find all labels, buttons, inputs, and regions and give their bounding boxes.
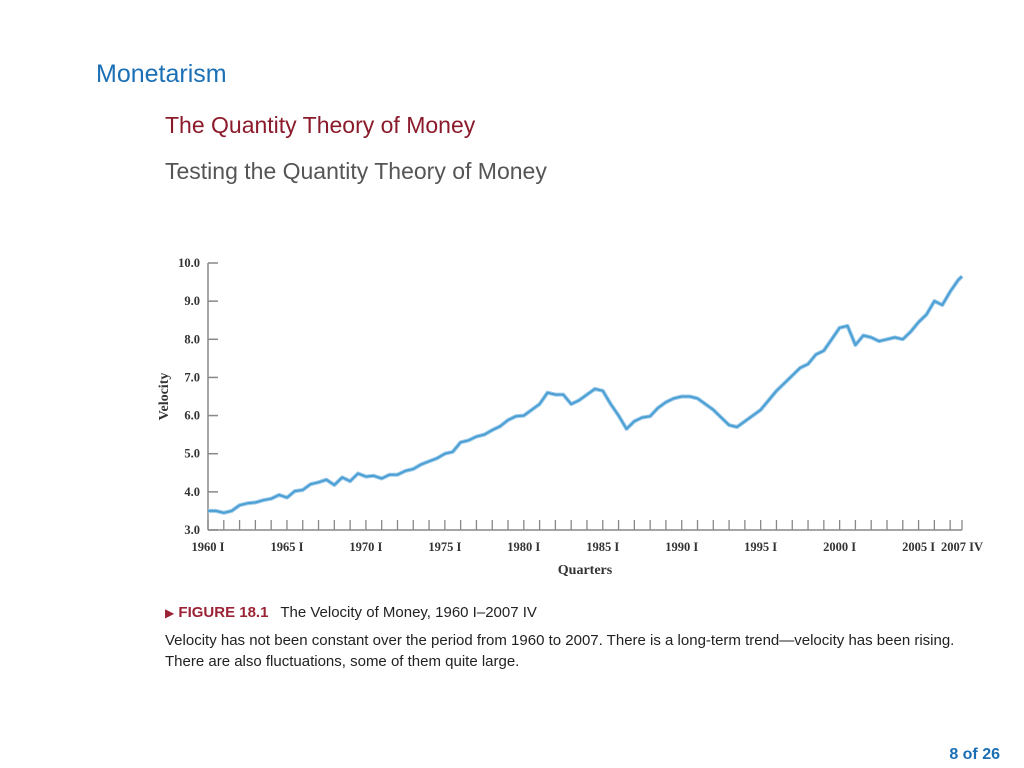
section-title: Monetarism [96, 60, 227, 88]
x-tick-label: 1975 I [428, 540, 461, 554]
series-line-halo [208, 274, 964, 515]
y-tick-label: 7.0 [184, 370, 200, 384]
x-tick-label: 1990 I [665, 540, 698, 554]
x-axis-title: Quarters [558, 563, 613, 578]
y-tick-label: 9.0 [184, 294, 200, 308]
figure-title: The Velocity of Money, 1960 I–2007 IV [280, 604, 537, 621]
x-tick-label: 2000 I [823, 540, 856, 554]
y-tick-label: 10.0 [178, 256, 200, 270]
x-tick-label: 1965 I [270, 540, 303, 554]
x-tick-label: 1960 I [192, 540, 225, 554]
y-tick-label: 8.0 [184, 332, 200, 346]
y-tick-label: 5.0 [184, 447, 200, 461]
page-number: 8 of 26 [949, 746, 1000, 763]
figure-marker-icon: ▶ [165, 606, 175, 620]
x-tick-label: 1995 I [744, 540, 777, 554]
subsubtitle: Testing the Quantity Theory of Money [165, 158, 547, 184]
y-tick-label: 3.0 [184, 523, 200, 537]
x-tick-label: 1985 I [586, 540, 619, 554]
figure-label: FIGURE 18.1 [178, 604, 269, 621]
subtitle: The Quantity Theory of Money [165, 112, 476, 138]
y-axis-title: Velocity [157, 373, 172, 421]
velocity-chart: 3.04.05.06.07.08.09.010.0 1960 I 1965 I 19… [157, 256, 983, 578]
x-tick-label: 1980 I [507, 540, 540, 554]
y-tick-label: 4.0 [184, 485, 200, 499]
y-axis: 3.0 4.0 5.0 6.0 7.0 8.0 9.0 10.0 [178, 256, 218, 537]
series-group [208, 274, 964, 515]
y-tick-label: 6.0 [184, 409, 200, 423]
velocity-series-line [208, 275, 963, 514]
x-tick-label: 2005 I [902, 540, 935, 554]
figure-description: Velocity has not been constant over the … [165, 632, 955, 670]
x-axis: 1960 I 1965 I 1970 I 1975 I 1980 I 1985 I 1990… [192, 520, 983, 554]
x-tick-label: 2007 IV [941, 540, 983, 554]
figure-caption: ▶ FIGURE 18.1 The Velocity of Money, 196… [165, 604, 537, 621]
x-tick-label: 1970 I [349, 540, 382, 554]
